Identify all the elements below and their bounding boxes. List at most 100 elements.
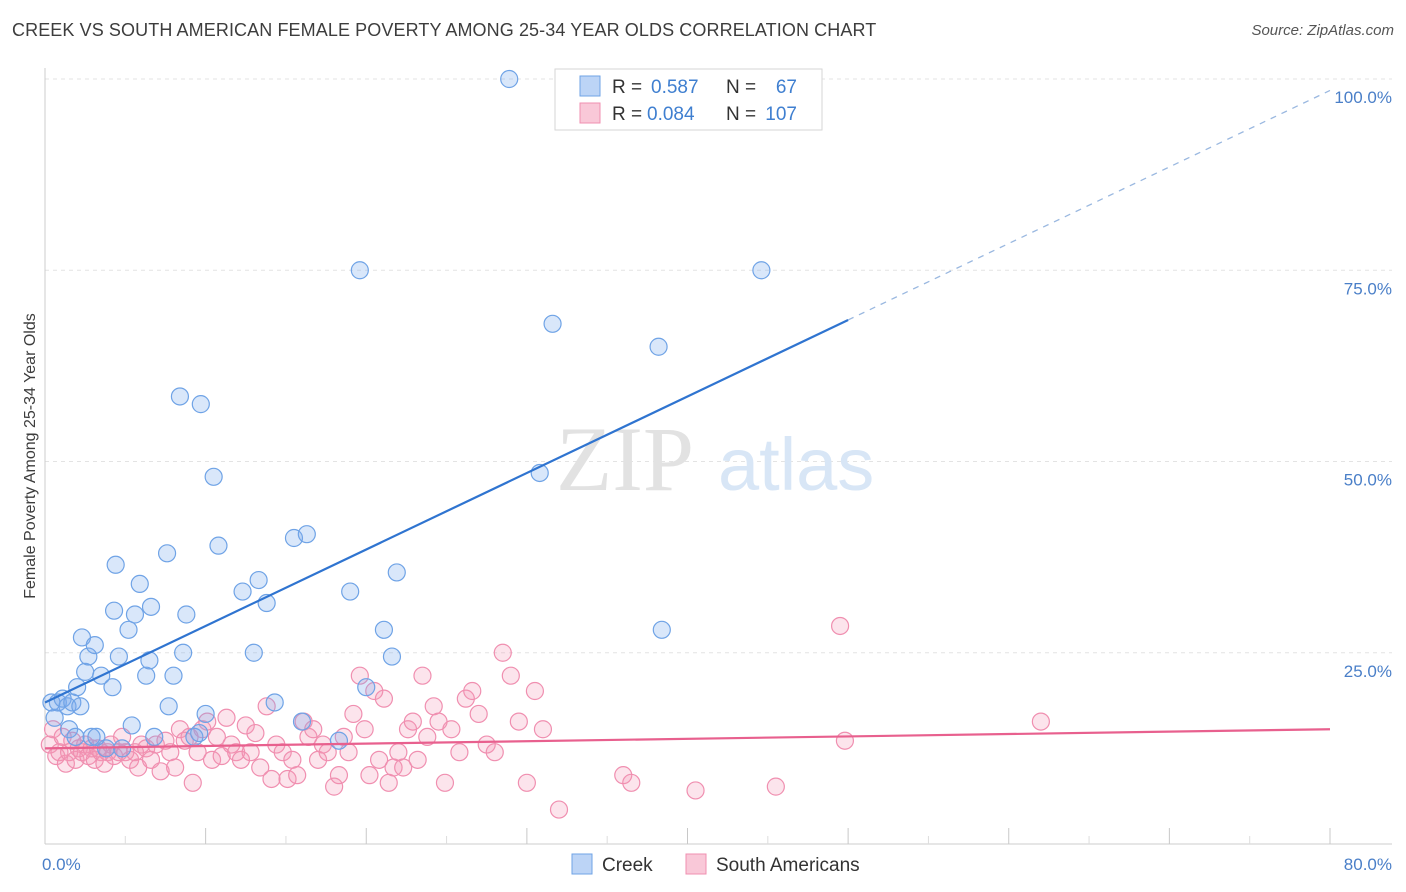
south-r-value: 0.084: [647, 104, 695, 125]
creek-point: [752, 261, 771, 280]
creek-point: [145, 727, 164, 747]
watermark: ZIP atlas: [556, 408, 874, 510]
creek-point: [103, 678, 122, 697]
creek-legend-swatch: [579, 75, 601, 97]
south-point: [408, 750, 427, 769]
y-tick-label: 25.0%: [1344, 662, 1392, 681]
south-point: [418, 727, 437, 747]
creek-point: [45, 708, 64, 727]
south-point: [501, 666, 520, 685]
south-point: [166, 758, 185, 777]
creek-n-label: N =: [726, 77, 756, 98]
south-point: [288, 766, 307, 785]
south-point: [403, 712, 422, 731]
south-point: [251, 758, 270, 777]
south-point: [246, 723, 265, 743]
creek-point: [159, 697, 178, 716]
south-point: [424, 697, 443, 716]
south-point: [236, 716, 255, 735]
south-point: [170, 720, 190, 739]
x-tick-marks: [124, 828, 1331, 844]
creek-point: [374, 620, 394, 639]
y-axis-label: Female Poverty Among 25-34 Year Olds: [22, 313, 39, 599]
south-point: [350, 666, 369, 685]
axes: [44, 68, 1392, 845]
trend-lines: [44, 89, 1331, 750]
south-point: [241, 743, 260, 762]
south-point: [413, 666, 432, 685]
creek-point: [109, 647, 128, 666]
south-point: [360, 766, 379, 785]
x-tick-label-min: 0.0%: [42, 855, 81, 874]
south-point: [325, 777, 344, 796]
creek-point: [196, 704, 215, 724]
south-point: [370, 750, 389, 769]
creek-point: [79, 647, 98, 666]
creek-point: [329, 731, 349, 750]
south-series-swatch: [685, 853, 707, 875]
creek-point: [387, 563, 406, 582]
y-tick-label: 100.0%: [1334, 88, 1392, 107]
creek-point: [141, 597, 161, 616]
creek-point: [104, 601, 124, 620]
creek-point: [209, 536, 228, 555]
south-point: [278, 769, 297, 789]
south-point: [1031, 712, 1050, 731]
creek-point: [119, 620, 138, 639]
series-legend: Creek South Americans: [571, 853, 860, 876]
creek-point: [350, 261, 369, 280]
south-point: [262, 769, 281, 789]
south-point: [394, 758, 413, 777]
south-point: [469, 704, 488, 724]
creek-point: [500, 69, 519, 89]
creek-point: [649, 337, 668, 356]
y-tick-labels: 25.0% 50.0% 75.0% 100.0%: [1334, 88, 1392, 681]
creek-point: [157, 544, 177, 563]
creek-point: [164, 666, 183, 685]
creek-n-value: 67: [776, 77, 797, 98]
south-point: [766, 777, 785, 796]
south-point: [188, 743, 207, 762]
creek-trend-extension: [847, 89, 1331, 321]
watermark-zip: ZIP: [556, 408, 694, 510]
creek-point: [85, 635, 104, 655]
south-point: [485, 743, 504, 762]
creek-point: [341, 582, 360, 601]
south-point: [231, 750, 251, 769]
south-point: [151, 762, 170, 781]
south-point: [517, 773, 536, 792]
creek-point: [122, 716, 141, 735]
south-point: [830, 616, 850, 636]
south-point: [344, 704, 363, 724]
south-point: [329, 766, 349, 785]
y-tick-label: 50.0%: [1344, 471, 1392, 490]
creek-point: [357, 678, 376, 697]
creek-point: [652, 620, 671, 639]
creek-point: [233, 582, 252, 601]
south-point: [95, 754, 114, 773]
south-series-label: South Americans: [716, 855, 860, 876]
creek-point: [82, 727, 101, 747]
south-n-value: 107: [765, 104, 797, 125]
creek-point: [382, 647, 402, 666]
south-point: [549, 800, 569, 819]
chart-source: Source: ZipAtlas.com: [1251, 22, 1394, 39]
south-point: [622, 773, 641, 792]
creek-point: [125, 605, 145, 624]
south-point: [686, 781, 705, 800]
south-point: [509, 712, 528, 731]
chart-title: CREEK VS SOUTH AMERICAN FEMALE POVERTY A…: [12, 20, 877, 40]
creek-point: [190, 723, 209, 743]
creek-series-swatch: [571, 853, 593, 875]
stats-legend: R = 0.587 N = 67 R = 0.084 N = 107: [554, 68, 823, 131]
south-point: [43, 720, 63, 739]
creek-trend-line: [44, 318, 849, 704]
creek-r-label: R =: [612, 77, 642, 98]
creek-point: [292, 712, 312, 731]
south-trend-line: [44, 728, 1331, 750]
creek-point: [130, 574, 149, 594]
creek-point: [71, 697, 90, 716]
south-american-points: [40, 616, 1050, 819]
south-point: [202, 750, 222, 769]
south-point: [156, 731, 175, 750]
